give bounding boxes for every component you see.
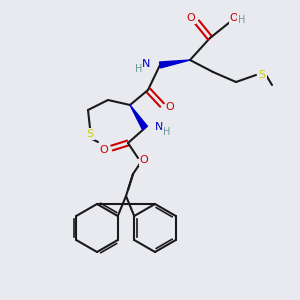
Text: S: S bbox=[258, 70, 266, 80]
Text: N: N bbox=[155, 122, 164, 132]
Text: O: O bbox=[230, 13, 238, 23]
Polygon shape bbox=[130, 105, 148, 130]
Text: O: O bbox=[140, 155, 148, 165]
Text: N: N bbox=[142, 59, 150, 69]
Text: H: H bbox=[163, 127, 170, 137]
Text: H: H bbox=[238, 15, 246, 25]
Text: S: S bbox=[86, 129, 94, 139]
Text: O: O bbox=[166, 102, 174, 112]
Text: O: O bbox=[187, 13, 195, 23]
Polygon shape bbox=[160, 60, 190, 68]
Text: H: H bbox=[135, 64, 142, 74]
Text: O: O bbox=[100, 145, 108, 155]
